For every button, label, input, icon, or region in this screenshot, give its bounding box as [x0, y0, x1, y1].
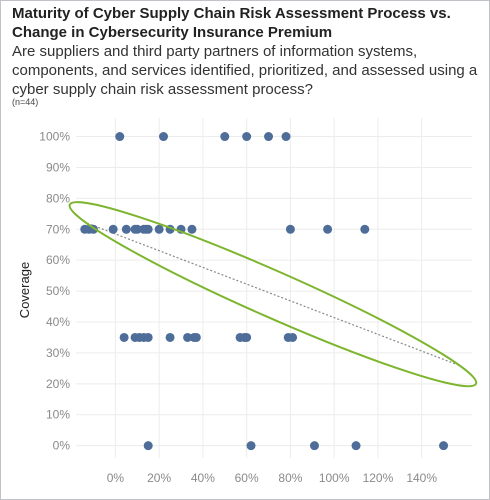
data-point — [187, 224, 197, 234]
data-point — [165, 332, 175, 342]
data-point — [191, 332, 201, 342]
data-point — [439, 441, 449, 451]
chart-title: Maturity of Cyber Supply Chain Risk Asse… — [12, 5, 451, 41]
y-tick-label: 100% — [39, 130, 70, 144]
y-tick-labels: 0% 10% 20% 30% 40% 50% 60% 70% 80% 90% 100% — [39, 130, 70, 453]
data-point — [143, 224, 153, 234]
x-tick-labels: 0% 20% 40% 60% 80% 100% 120% 140% — [107, 471, 438, 485]
x-tick-label: 60% — [235, 471, 259, 485]
y-tick-label: 0% — [53, 439, 71, 453]
data-point — [159, 132, 169, 142]
data-point — [351, 441, 361, 451]
data-point — [132, 224, 142, 234]
data-point — [285, 224, 295, 234]
data-point — [220, 132, 230, 142]
data-point — [309, 441, 319, 451]
x-tick-label: 40% — [191, 471, 215, 485]
y-tick-label: 80% — [46, 191, 70, 205]
x-tick-label: 140% — [406, 471, 437, 485]
data-point — [360, 224, 370, 234]
y-tick-label: 20% — [46, 377, 70, 391]
data-point — [323, 224, 333, 234]
data-point — [119, 332, 129, 342]
y-tick-label: 10% — [46, 408, 70, 422]
data-point — [246, 441, 256, 451]
x-tick-label: 20% — [147, 471, 171, 485]
x-tick-label: 0% — [107, 471, 125, 485]
grid-lines — [76, 118, 472, 458]
chart-subtitle: Are suppliers and third party partners o… — [12, 43, 478, 98]
y-tick-label: 40% — [46, 315, 70, 329]
data-point — [154, 224, 164, 234]
data-point — [121, 224, 131, 234]
x-tick-label: 80% — [278, 471, 302, 485]
data-point — [115, 132, 125, 142]
sample-size-note: (n=44) — [12, 97, 39, 107]
y-tick-label: 90% — [46, 160, 70, 174]
x-tick-label: 120% — [363, 471, 394, 485]
y-tick-label: 60% — [46, 253, 70, 267]
data-point — [264, 132, 274, 142]
data-point — [183, 332, 193, 342]
y-tick-label: 50% — [46, 284, 70, 298]
x-tick-label: 100% — [319, 471, 350, 485]
data-point — [242, 132, 252, 142]
y-tick-label: 70% — [46, 222, 70, 236]
y-tick-label: 30% — [46, 346, 70, 360]
data-point — [143, 332, 153, 342]
highlight-ellipse — [68, 201, 478, 388]
data-point — [108, 224, 118, 234]
y-axis-label: Coverage — [17, 262, 32, 318]
trend-line — [86, 222, 460, 366]
data-point — [288, 332, 298, 342]
data-point — [242, 332, 252, 342]
data-point — [281, 132, 291, 142]
data-point — [143, 441, 153, 451]
